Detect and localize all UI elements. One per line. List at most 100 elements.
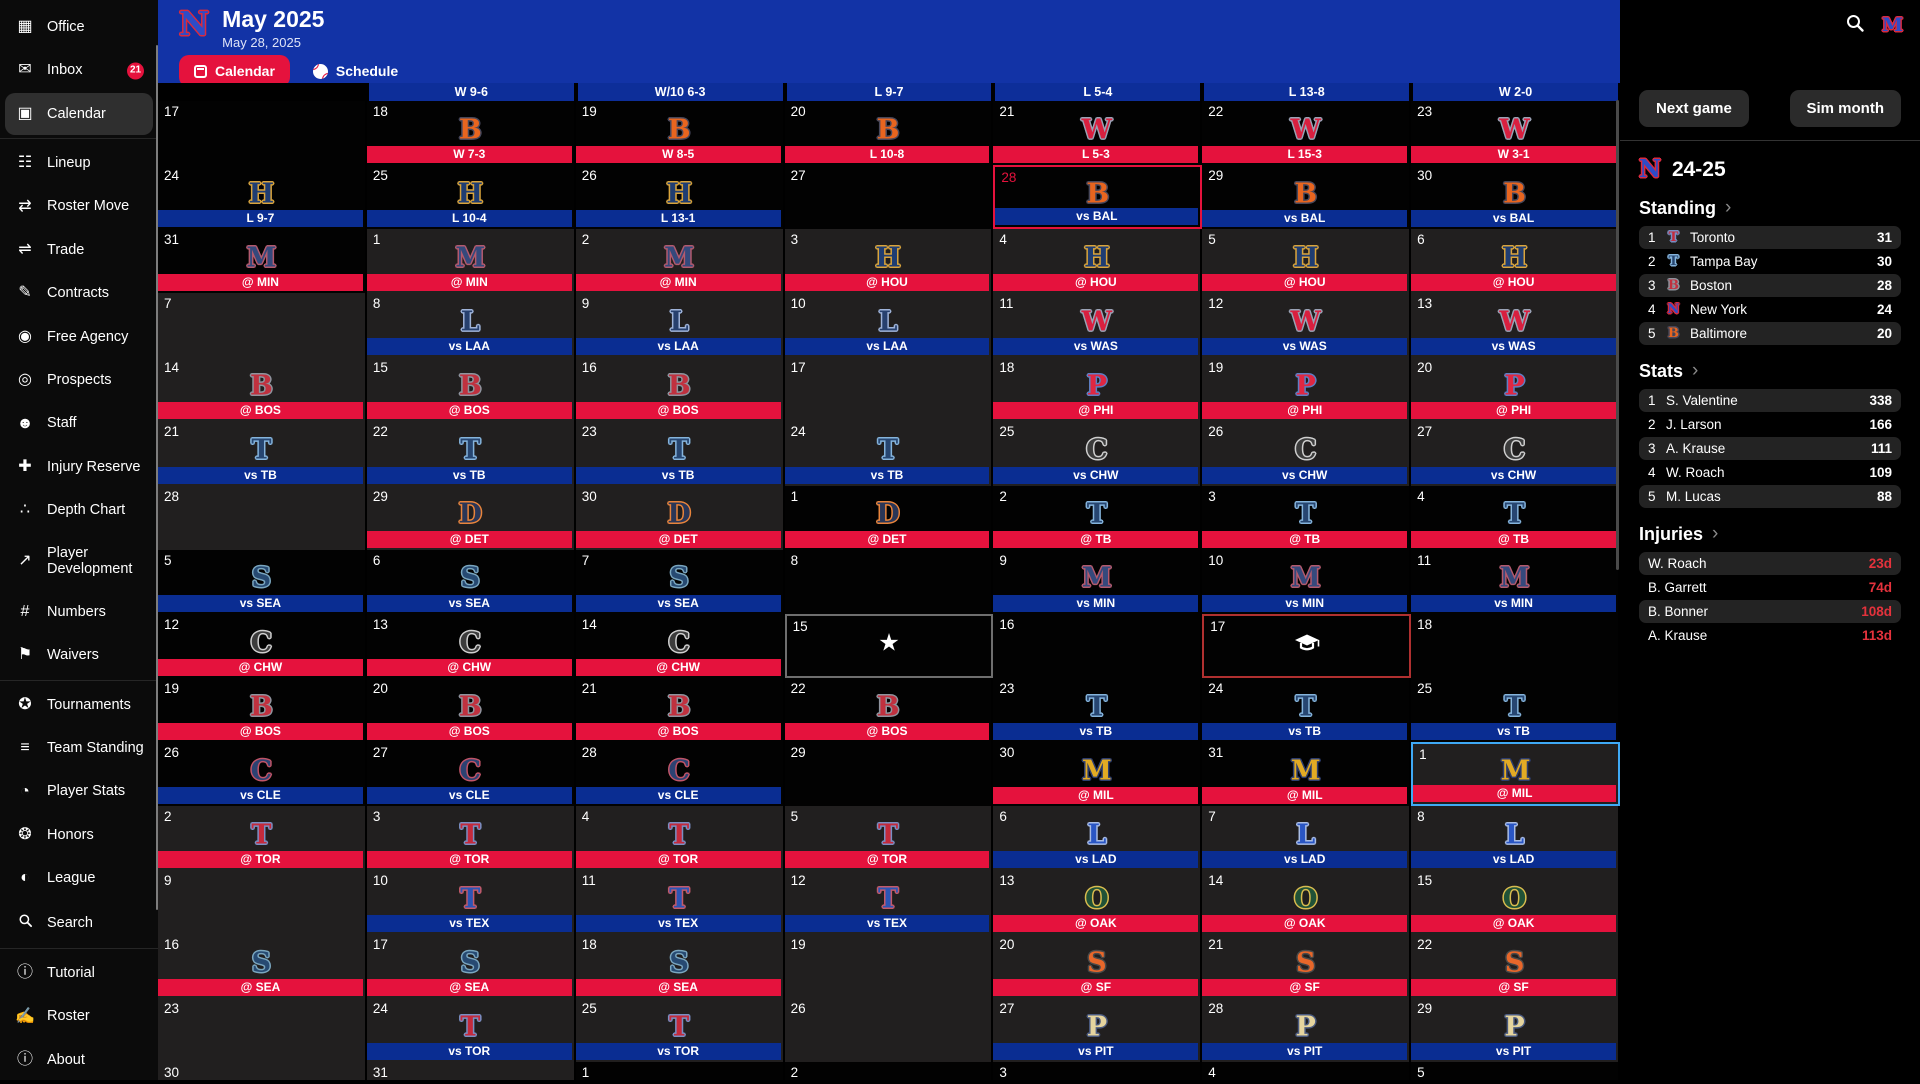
calendar-day-7[interactable]: 7 <box>158 293 367 358</box>
calendar-day-13[interactable]: 13 C @ CHW <box>366 613 576 678</box>
game-bar[interactable]: vs LAA <box>575 338 781 356</box>
game-bar[interactable]: vs SEA <box>158 594 363 612</box>
calendar-day-21[interactable]: 21 B @ BOS <box>575 677 785 742</box>
game-bar[interactable]: @ SEA <box>575 979 781 997</box>
sidebar-item-tutorial[interactable]: ⓘ Tutorial <box>5 952 153 994</box>
game-bar[interactable]: L 10-8 <box>784 146 990 164</box>
game-bar[interactable]: vs TOR <box>575 1043 781 1061</box>
sidebar-item-office[interactable]: ▦ Office <box>5 6 153 48</box>
calendar-day-21[interactable]: 21 S @ SF <box>1202 934 1412 999</box>
game-bar[interactable]: vs TB <box>1411 722 1616 740</box>
sidebar-item-lineup[interactable]: ☷ Lineup <box>5 142 153 184</box>
game-bar[interactable]: W 7-3 <box>366 146 572 164</box>
game-bar[interactable]: vs PIT <box>1411 1043 1616 1061</box>
stats-row[interactable]: 3 A. Krause 111 <box>1639 437 1901 460</box>
game-bar[interactable]: @ MIL <box>1202 787 1408 805</box>
game-bar[interactable]: vs SEA <box>575 594 781 612</box>
game-bar[interactable]: vs CHW <box>993 466 1199 484</box>
game-bar[interactable]: vs PIT <box>1202 1043 1408 1061</box>
game-bar[interactable]: vs LAA <box>784 338 990 356</box>
calendar-day-5[interactable]: 5 <box>1411 1062 1620 1080</box>
sidebar-item-search[interactable]: Search <box>5 901 153 945</box>
calendar-day-17[interactable]: 17 <box>784 357 994 422</box>
calendar-day-23[interactable]: 23 <box>158 998 367 1063</box>
calendar-day-8[interactable]: 8 <box>784 549 994 614</box>
game-bar[interactable]: vs BAL <box>995 208 1199 226</box>
game-bar[interactable]: @ BOS <box>575 722 781 740</box>
sim-month-button[interactable]: Sim month <box>1789 90 1901 127</box>
game-bar[interactable]: @ BOS <box>575 402 781 420</box>
calendar-day-18[interactable]: 18 S @ SEA <box>575 934 785 999</box>
sidebar-scrollbar[interactable] <box>156 45 158 910</box>
calendar-day-22[interactable]: 22 S @ SF <box>1411 934 1620 999</box>
calendar-day-20[interactable]: 20 P @ PHI <box>1411 357 1620 422</box>
calendar-day-6[interactable]: 6 H @ HOU <box>1411 229 1620 294</box>
game-bar[interactable]: @ TB <box>1411 530 1616 548</box>
game-bar[interactable]: @ DET <box>366 530 572 548</box>
calendar-day-3[interactable]: 3 H @ HOU <box>784 229 994 294</box>
calendar-day-1[interactable]: 1 D @ DET <box>784 485 994 550</box>
calendar-day-1[interactable]: 1 M @ MIL <box>1411 741 1620 807</box>
calendar-day-14[interactable]: 14 C @ CHW <box>575 613 785 678</box>
standing-row[interactable]: 3 B Boston 28 <box>1639 274 1901 297</box>
game-bar[interactable]: @ TOR <box>575 851 781 869</box>
game-bar[interactable]: @ BOS <box>366 402 572 420</box>
sidebar-item-roster[interactable]: ✍ Roster <box>5 996 153 1038</box>
injury-row[interactable]: B. Garrett 74d <box>1639 576 1901 599</box>
game-bar[interactable]: @ BOS <box>366 722 572 740</box>
calendar-day-20[interactable]: 20 S @ SF <box>993 934 1203 999</box>
calendar-day-29[interactable]: 29 D @ DET <box>366 485 576 550</box>
game-bar[interactable]: vs PIT <box>993 1043 1199 1061</box>
game-bar[interactable]: @ HOU <box>1411 274 1616 292</box>
game-bar[interactable]: @ MIN <box>158 274 363 292</box>
calendar-day-17[interactable]: 17 <box>158 101 367 166</box>
game-bar[interactable]: L 15-3 <box>1202 146 1408 164</box>
sidebar-item-numbers[interactable]: # Numbers <box>5 591 153 633</box>
game-bar[interactable]: @ HOU <box>784 274 990 292</box>
calendar-day-20[interactable]: 20 B @ BOS <box>366 677 576 742</box>
tab-schedule[interactable]: Schedule <box>298 55 413 87</box>
calendar-day-17[interactable]: 17 S @ SEA <box>366 934 576 999</box>
calendar-day-16[interactable]: 16 S @ SEA <box>158 934 367 999</box>
game-bar[interactable]: @ TOR <box>784 851 990 869</box>
calendar-day-19[interactable]: 19 B @ BOS <box>158 677 367 742</box>
calendar-day-15[interactable]: 15 B @ BOS <box>366 357 576 422</box>
sidebar-item-inbox[interactable]: ✉ Inbox 21 <box>5 49 153 91</box>
calendar-day-19[interactable]: 19 <box>784 934 994 999</box>
game-bar[interactable]: @ SEA <box>158 979 363 997</box>
game-bar[interactable]: @ OAK <box>1202 915 1408 933</box>
game-bar[interactable]: @ DET <box>575 530 781 548</box>
sidebar-item-honors[interactable]: ❂ Honors <box>5 814 153 856</box>
game-bar[interactable]: vs LAA <box>366 338 572 356</box>
game-bar[interactable]: vs WAS <box>993 338 1199 356</box>
calendar-day-27[interactable]: 27 <box>784 165 994 230</box>
game-bar[interactable]: vs MIN <box>1411 594 1616 612</box>
calendar-day-29[interactable]: 29 <box>784 741 994 807</box>
calendar-day-4[interactable]: 4 <box>1202 1062 1412 1080</box>
calendar-day-17[interactable]: 17 <box>1202 613 1412 678</box>
sidebar-item-staff[interactable]: ☻ Staff <box>5 403 153 445</box>
game-bar[interactable]: @ BOS <box>784 722 990 740</box>
calendar-day-9[interactable]: 9 <box>158 870 367 935</box>
injuries-header[interactable]: Injuries › <box>1639 523 1901 545</box>
game-bar[interactable]: @ OAK <box>993 915 1199 933</box>
calendar-day-3[interactable]: 3 <box>993 1062 1203 1080</box>
sidebar-item-roster-move[interactable]: ⇄ Roster Move <box>5 186 153 228</box>
stats-row[interactable]: 4 W. Roach 109 <box>1639 461 1901 484</box>
calendar-day-4[interactable]: 4 T @ TB <box>1411 485 1620 550</box>
